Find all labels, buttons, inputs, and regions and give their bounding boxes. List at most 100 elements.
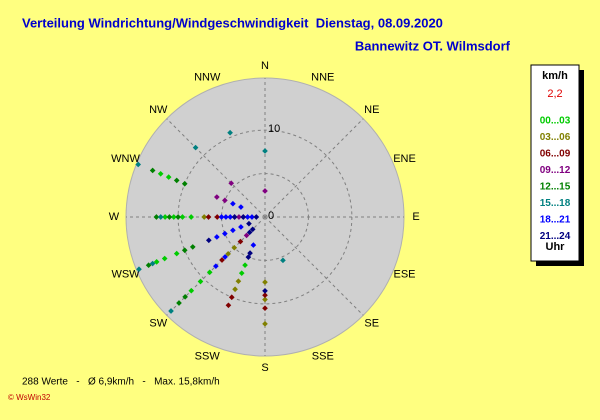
data-point xyxy=(192,144,199,151)
data-point xyxy=(225,302,232,309)
legend-title: km/h xyxy=(542,70,568,82)
data-point xyxy=(242,262,248,268)
data-point xyxy=(149,167,156,174)
data-point xyxy=(249,226,256,233)
direction-label: NNW xyxy=(194,71,221,83)
data-point xyxy=(232,286,238,293)
grid-ring xyxy=(221,173,309,261)
legend-entry: 12...15 xyxy=(540,182,571,193)
data-point xyxy=(188,287,195,294)
data-point xyxy=(222,254,228,260)
data-point xyxy=(157,214,164,220)
legend-entry: 06...09 xyxy=(540,149,571,160)
data-point xyxy=(238,224,244,230)
data-point xyxy=(161,255,168,262)
data-point xyxy=(230,227,236,234)
direction-label: SSE xyxy=(312,350,334,362)
data-point xyxy=(201,214,208,220)
spoke xyxy=(166,216,266,316)
data-point xyxy=(206,269,213,276)
data-point xyxy=(135,161,142,168)
data-point xyxy=(249,214,255,220)
data-point xyxy=(250,242,257,248)
data-point xyxy=(227,129,233,136)
data-point xyxy=(227,214,234,220)
spoke xyxy=(264,216,364,316)
legend-footer: Uhr xyxy=(546,241,566,253)
data-point xyxy=(262,292,268,299)
data-point xyxy=(166,214,173,220)
data-point xyxy=(240,214,247,220)
data-point xyxy=(262,148,268,154)
spoke xyxy=(166,118,266,218)
data-point xyxy=(173,250,180,257)
data-point xyxy=(136,266,142,273)
legend-entry: 21...24 xyxy=(540,231,571,242)
data-point xyxy=(170,214,177,220)
data-point xyxy=(219,257,225,263)
chart-title: Verteilung Windrichtung/Windgeschwindigk… xyxy=(22,15,443,30)
data-point xyxy=(253,214,260,220)
data-point xyxy=(181,247,188,254)
legend-entry: 15...18 xyxy=(540,198,571,209)
data-point xyxy=(214,194,220,200)
data-point xyxy=(205,214,212,220)
spoke xyxy=(264,118,364,218)
data-point xyxy=(231,214,238,220)
data-point xyxy=(218,214,225,220)
data-point xyxy=(223,214,229,220)
data-point xyxy=(262,279,268,285)
credit: © WsWin32 xyxy=(8,393,51,402)
data-point xyxy=(228,294,235,301)
chart-subtitle: Bannewitz OT. Wilmsdorf xyxy=(355,38,511,53)
data-point xyxy=(238,270,245,277)
data-point xyxy=(280,257,286,264)
r-tick-label: 10 xyxy=(268,123,280,135)
data-point xyxy=(205,237,212,244)
data-point xyxy=(176,300,182,306)
direction-label: SSW xyxy=(195,350,221,362)
direction-label: NW xyxy=(149,104,168,116)
data-point xyxy=(222,197,228,204)
legend-box xyxy=(530,64,580,262)
direction-label: WSW xyxy=(111,269,140,281)
data-point xyxy=(214,214,221,220)
data-point xyxy=(153,214,160,220)
data-point xyxy=(262,188,268,194)
data-point xyxy=(243,232,250,239)
data-point xyxy=(214,234,220,240)
legend-value: 2,2 xyxy=(547,88,562,100)
data-point xyxy=(230,200,236,207)
data-point xyxy=(262,296,268,303)
data-point xyxy=(231,244,238,251)
data-point xyxy=(157,170,164,177)
data-point xyxy=(149,260,156,267)
data-point xyxy=(173,177,180,184)
data-point xyxy=(225,251,231,257)
direction-label: ENE xyxy=(393,153,416,165)
legend-entry: 03...06 xyxy=(540,132,571,143)
r-tick-label: 0 xyxy=(268,210,274,222)
direction-label: N xyxy=(261,60,269,72)
note: 288 Werte - Ø 6,9km/h - Max. 15,8km/h xyxy=(22,377,220,388)
data-point xyxy=(262,321,268,327)
direction-label: ESE xyxy=(393,269,415,281)
data-point xyxy=(236,214,242,220)
data-point xyxy=(246,229,253,236)
legend-entry: 00...03 xyxy=(540,116,571,127)
direction-label: SW xyxy=(149,318,167,330)
data-point xyxy=(262,305,268,312)
data-point xyxy=(246,220,252,227)
direction-label: NNE xyxy=(311,71,334,83)
data-point xyxy=(228,180,235,187)
direction-label: WNW xyxy=(111,153,140,165)
data-point xyxy=(188,214,194,220)
data-point xyxy=(213,263,219,269)
data-point xyxy=(165,174,172,180)
data-point xyxy=(181,180,188,187)
data-point xyxy=(189,244,196,250)
direction-label: S xyxy=(261,362,268,374)
legend-entry: 18...21 xyxy=(540,215,571,226)
data-point xyxy=(238,204,244,210)
